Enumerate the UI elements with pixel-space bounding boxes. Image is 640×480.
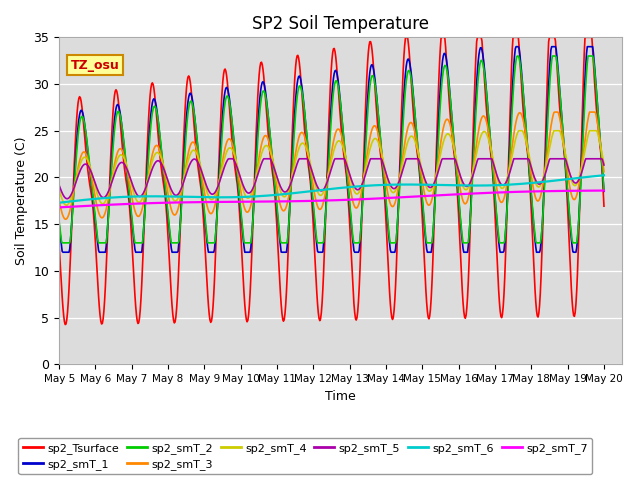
- sp2_smT_5: [206, 190, 214, 195]
- sp2_smT_3: [600, 169, 608, 175]
- sp2_smT_4: [55, 187, 63, 192]
- sp2_Tsurface: [399, 85, 406, 91]
- sp2_smT_7: [413, 193, 421, 199]
- sp2_Tsurface: [177, 201, 185, 207]
- sp2_Tsurface: [66, 270, 74, 276]
- sp2_smT_5: [177, 186, 185, 192]
- sp2_smT_3: [206, 210, 214, 216]
- sp2_smT_7: [177, 200, 184, 205]
- sp2_smT_1: [59, 249, 67, 255]
- Line: sp2_smT_2: sp2_smT_2: [59, 56, 604, 243]
- sp2_smT_6: [398, 181, 406, 187]
- sp2_Tsurface: [415, 166, 423, 172]
- sp2_Tsurface: [122, 176, 130, 182]
- sp2_smT_3: [415, 150, 422, 156]
- sp2_smT_5: [225, 156, 233, 162]
- sp2_smT_1: [206, 249, 214, 255]
- sp2_smT_3: [62, 216, 70, 222]
- sp2_smT_1: [122, 160, 130, 166]
- sp2_smT_4: [206, 196, 214, 202]
- sp2_smT_4: [66, 198, 74, 204]
- Line: sp2_Tsurface: sp2_Tsurface: [59, 37, 604, 324]
- sp2_smT_4: [415, 150, 422, 156]
- sp2_smT_1: [177, 205, 185, 211]
- sp2_smT_2: [66, 240, 74, 246]
- Line: sp2_smT_5: sp2_smT_5: [59, 159, 604, 199]
- sp2_smT_6: [121, 194, 129, 200]
- sp2_smT_3: [66, 208, 74, 214]
- sp2_Tsurface: [403, 35, 410, 40]
- sp2_smT_2: [177, 208, 185, 214]
- sp2_smT_4: [177, 187, 185, 192]
- sp2_Tsurface: [55, 243, 63, 249]
- sp2_smT_7: [65, 204, 73, 210]
- sp2_smT_6: [177, 194, 184, 200]
- sp2_smT_4: [515, 128, 523, 133]
- sp2_smT_7: [600, 188, 608, 193]
- sp2_smT_7: [398, 194, 406, 200]
- sp2_smT_4: [399, 161, 406, 167]
- Line: sp2_smT_6: sp2_smT_6: [59, 175, 604, 203]
- Text: TZ_osu: TZ_osu: [70, 59, 119, 72]
- sp2_smT_1: [415, 151, 422, 157]
- sp2_smT_1: [399, 119, 406, 124]
- sp2_smT_5: [122, 164, 130, 169]
- sp2_smT_6: [65, 199, 73, 204]
- sp2_smT_6: [413, 182, 421, 188]
- sp2_smT_7: [121, 201, 129, 207]
- sp2_Tsurface: [206, 317, 214, 323]
- sp2_smT_4: [600, 161, 608, 167]
- Line: sp2_smT_1: sp2_smT_1: [59, 47, 604, 252]
- sp2_Tsurface: [600, 204, 608, 209]
- sp2_smT_5: [55, 182, 63, 188]
- sp2_smT_3: [55, 198, 63, 204]
- sp2_smT_2: [206, 240, 214, 246]
- Line: sp2_smT_7: sp2_smT_7: [59, 191, 604, 207]
- sp2_smT_5: [63, 196, 70, 202]
- Y-axis label: Soil Temperature (C): Soil Temperature (C): [15, 137, 28, 265]
- sp2_smT_4: [63, 202, 70, 208]
- sp2_smT_1: [55, 222, 63, 228]
- sp2_smT_1: [512, 44, 520, 49]
- sp2_smT_1: [600, 189, 608, 194]
- Line: sp2_smT_3: sp2_smT_3: [59, 112, 604, 219]
- sp2_smT_3: [399, 156, 406, 162]
- sp2_smT_2: [58, 240, 66, 246]
- sp2_smT_2: [122, 157, 130, 163]
- sp2_smT_5: [600, 162, 608, 168]
- Legend: sp2_Tsurface, sp2_smT_1, sp2_smT_2, sp2_smT_3, sp2_smT_4, sp2_smT_5, sp2_smT_6, : sp2_Tsurface, sp2_smT_1, sp2_smT_2, sp2_…: [19, 438, 593, 474]
- sp2_smT_5: [415, 158, 423, 164]
- sp2_smT_2: [415, 150, 422, 156]
- sp2_smT_6: [55, 200, 63, 205]
- sp2_smT_2: [399, 132, 406, 138]
- sp2_smT_1: [66, 246, 74, 252]
- sp2_smT_3: [551, 109, 559, 115]
- Title: SP2 Soil Temperature: SP2 Soil Temperature: [252, 15, 429, 33]
- sp2_smT_3: [122, 160, 130, 166]
- sp2_smT_7: [205, 199, 213, 205]
- sp2_smT_4: [122, 160, 130, 166]
- sp2_smT_6: [600, 172, 608, 178]
- sp2_smT_5: [66, 194, 74, 200]
- sp2_smT_7: [55, 204, 63, 210]
- sp2_smT_5: [399, 166, 407, 171]
- sp2_smT_2: [55, 218, 63, 224]
- sp2_smT_6: [205, 194, 213, 200]
- sp2_smT_3: [177, 192, 185, 197]
- sp2_smT_2: [514, 53, 522, 59]
- sp2_Tsurface: [61, 322, 69, 327]
- sp2_smT_2: [600, 187, 608, 192]
- X-axis label: Time: Time: [325, 390, 356, 403]
- Line: sp2_smT_4: sp2_smT_4: [59, 131, 604, 205]
